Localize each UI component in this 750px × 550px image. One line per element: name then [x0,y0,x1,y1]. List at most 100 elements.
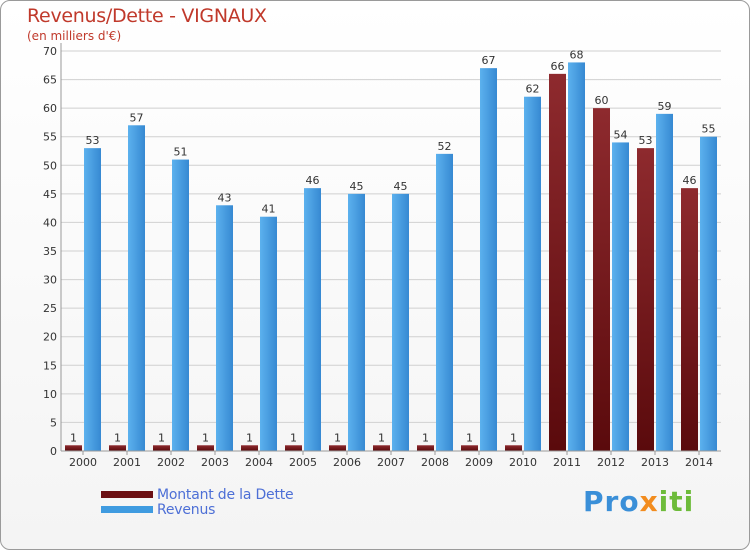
y-tick-label: 60 [43,102,57,115]
bar-debt [637,148,654,451]
proxiti-logo: Proxiti [583,485,694,518]
data-label-revenue: 67 [482,54,496,67]
data-label-debt: 1 [466,431,473,444]
bar-revenue [524,96,541,451]
data-label-revenue: 45 [394,180,408,193]
y-tick-label: 15 [43,359,57,372]
data-label-debt: 60 [595,94,609,107]
y-tick-label: 55 [43,131,57,144]
bar-revenue [436,153,453,451]
x-tick-label: 2008 [421,456,449,469]
data-label-revenue: 53 [86,134,100,147]
bar-debt [153,445,170,451]
bar-revenue [260,216,277,451]
data-label-revenue: 62 [526,83,540,96]
data-label-revenue: 57 [130,111,144,124]
bar-revenue [348,193,365,451]
bar-revenue [656,113,673,451]
bar-debt [109,445,126,451]
x-tick-label: 2010 [509,456,537,469]
data-label-debt: 1 [334,431,341,444]
bar-revenue [84,148,101,451]
y-tick-label: 5 [50,416,57,429]
y-tick-label: 45 [43,188,57,201]
bar-debt [197,445,214,451]
y-tick-label: 20 [43,331,57,344]
y-tick-label: 65 [43,74,57,87]
data-label-debt: 46 [683,174,697,187]
legend: Montant de la Dette Revenus [101,486,294,518]
data-label-revenue: 51 [174,146,188,159]
legend-swatch-revenue [101,506,153,513]
data-label-debt: 1 [158,431,165,444]
x-tick-label: 2001 [113,456,141,469]
data-label-debt: 1 [290,431,297,444]
y-tick-label: 40 [43,216,57,229]
bar-debt [65,445,82,451]
bar-revenue [612,142,629,451]
legend-item-debt: Montant de la Dette [101,486,294,503]
data-label-revenue: 54 [614,128,628,141]
logo-part-2: x [639,485,659,518]
chart-subtitle: (en milliers d'€) [27,29,122,43]
bar-revenue [216,205,233,451]
data-label-revenue: 68 [570,48,584,61]
bar-revenue [128,125,145,452]
y-tick-label: 10 [43,388,57,401]
x-tick-label: 2012 [597,456,625,469]
data-label-revenue: 59 [658,100,672,113]
bar-revenue [480,68,497,452]
bar-debt [241,445,258,451]
data-label-debt: 1 [202,431,209,444]
bar-debt [681,188,698,451]
legend-item-revenue: Revenus [101,501,293,518]
x-tick-label: 2000 [69,456,97,469]
logo-part-3: iti [658,485,695,518]
bar-debt [285,445,302,451]
y-tick-label: 30 [43,274,57,287]
legend-label-debt: Montant de la Dette [157,486,294,503]
x-tick-label: 2004 [245,456,273,469]
y-tick-label: 25 [43,302,57,315]
bar-revenue [172,159,189,452]
bar-debt [373,445,390,451]
data-label-debt: 1 [114,431,121,444]
x-tick-label: 2006 [333,456,361,469]
data-label-revenue: 55 [702,123,716,136]
x-tick-label: 2009 [465,456,493,469]
bar-revenue [568,62,585,452]
y-tick-label: 70 [43,45,57,58]
data-label-debt: 66 [551,60,565,73]
chart-title: Revenus/Dette - VIGNAUX [27,5,267,27]
x-tick-label: 2002 [157,456,185,469]
bar-revenue [392,193,409,451]
legend-label-revenue: Revenus [157,501,216,518]
x-tick-label: 2011 [553,456,581,469]
data-label-revenue: 45 [350,180,364,193]
data-label-debt: 1 [378,431,385,444]
y-tick-label: 50 [43,159,57,172]
data-label-revenue: 43 [218,191,232,204]
legend-swatch-debt [101,491,153,498]
x-tick-label: 2003 [201,456,229,469]
data-label-debt: 1 [70,431,77,444]
bar-debt [593,108,610,452]
x-tick-label: 2005 [289,456,317,469]
data-label-debt: 1 [510,431,517,444]
x-tick-label: 2014 [685,456,713,469]
data-label-debt: 1 [422,431,429,444]
bar-debt [505,445,522,451]
bar-debt [329,445,346,451]
data-label-debt: 1 [246,431,253,444]
logo-part-1: Pro [583,485,640,518]
data-label-revenue: 41 [262,203,276,216]
bar-debt [549,73,566,451]
bar-revenue [304,188,321,451]
x-tick-label: 2013 [641,456,669,469]
data-label-revenue: 46 [306,174,320,187]
y-tick-label: 35 [43,245,57,258]
bar-debt [461,445,478,451]
y-tick-label: 0 [50,445,57,458]
